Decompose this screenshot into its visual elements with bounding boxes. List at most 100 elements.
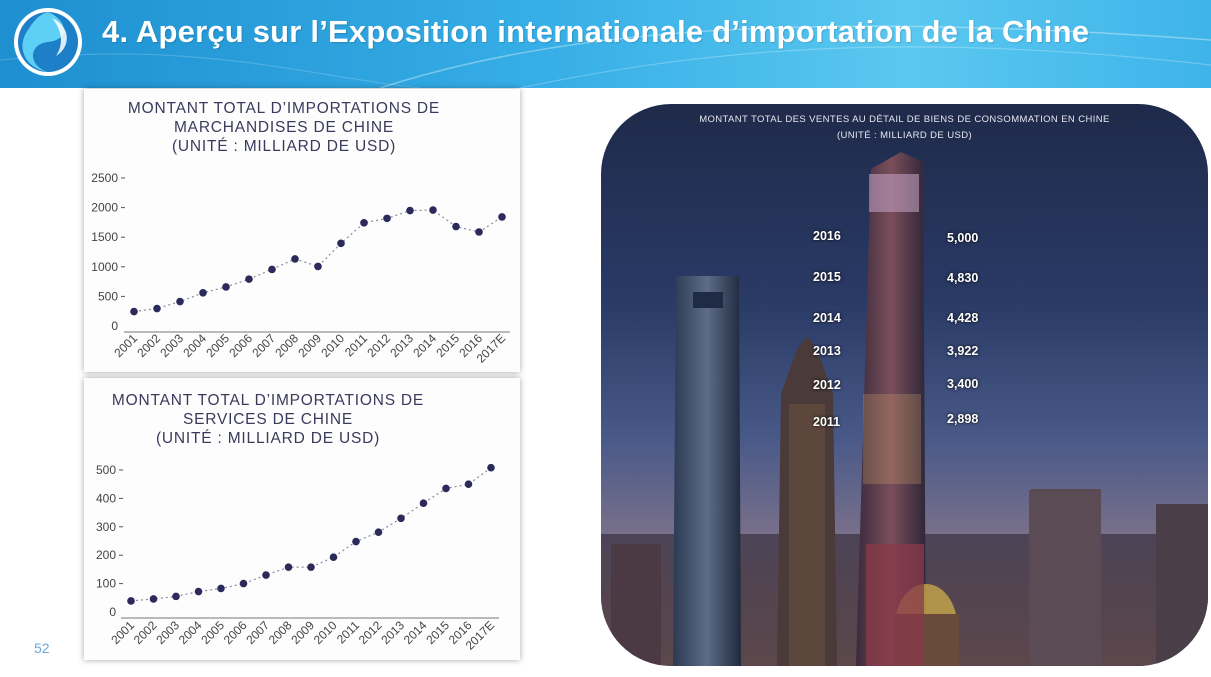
page-title: 4. Aperçu sur l’Exposition international…	[102, 14, 1090, 49]
data-point	[239, 579, 248, 588]
merchandise-imports-chart: MONTANT TOTAL D’IMPORTATIONS DE MARCHAND…	[84, 89, 520, 372]
y-tick-label: 0	[111, 319, 118, 333]
data-point	[149, 595, 158, 603]
x-tick-label: 2007	[243, 618, 272, 647]
data-point	[194, 587, 203, 596]
retail-value-label: 4,830	[947, 271, 979, 285]
x-tick-label: 2005	[198, 618, 227, 647]
x-tick-label: 2014	[410, 331, 439, 360]
data-point	[127, 597, 135, 605]
retail-year-label: 2016	[813, 229, 841, 243]
data-point	[397, 514, 405, 523]
line-plot: 0 500 1000 1500 2000 2500 20012002200320042005…	[91, 171, 510, 366]
x-tick-label: 2004	[176, 618, 205, 647]
data-point	[406, 206, 414, 215]
x-tick-label: 2004	[180, 331, 209, 360]
y-tick-label: 500	[96, 463, 116, 477]
retail-chart-title: MONTANT TOTAL DES VENTES AU DÉTAIL DE BI…	[699, 114, 1110, 125]
x-tick-label: 2009	[295, 331, 324, 360]
data-point	[262, 571, 270, 579]
data-point	[268, 265, 276, 274]
retail-year-label: 2015	[813, 270, 841, 284]
chart-title: MONTANT TOTAL D’IMPORTATIONS DE SERVICES…	[50, 391, 486, 448]
data-point	[222, 283, 230, 291]
data-point	[352, 537, 360, 546]
retail-value-label: 5,000	[947, 231, 979, 245]
retail-year-label: 2013	[813, 344, 841, 358]
x-tick-label: 2012	[356, 618, 385, 647]
x-tick-label: 2003	[157, 331, 186, 360]
x-tick-label: 2010	[311, 618, 340, 647]
data-point	[314, 262, 322, 271]
y-tick-label: 0	[109, 605, 116, 619]
data-point	[245, 275, 253, 283]
x-tick-label: 2006	[226, 331, 255, 360]
data-point	[176, 297, 184, 306]
data-point	[130, 307, 138, 316]
retail-value-label: 2,898	[947, 412, 979, 426]
retail-year-label: 2012	[813, 378, 841, 392]
data-point	[475, 228, 483, 236]
data-point	[307, 563, 315, 571]
data-point	[487, 463, 495, 472]
retail-value-label: 3,400	[947, 377, 979, 391]
chart-title-line: MONTANT TOTAL D’IMPORTATIONS DE	[127, 100, 441, 117]
y-tick-label: 2000	[91, 201, 118, 215]
data-point	[153, 304, 161, 313]
y-tick-label: 400	[96, 491, 116, 505]
x-tick-label: 2002	[131, 618, 160, 647]
services-imports-chart: MONTANT TOTAL D’IMPORTATIONS DE SERVICES…	[84, 378, 520, 660]
shanghai-skyline-photo: MONTANT TOTAL DES VENTES AU DÉTAIL DE BI…	[601, 104, 1208, 666]
x-tick-label: 2011	[334, 618, 362, 646]
skyline-illustration	[601, 152, 1208, 666]
retail-year-label: 2011	[813, 415, 841, 429]
data-point	[199, 288, 207, 297]
chart-title-line: (UNITÉ : MILLIARD DE USD)	[171, 138, 397, 155]
x-tick-label: 2011	[342, 331, 370, 359]
x-tick-label: 2001	[111, 331, 140, 360]
retail-value-label: 3,922	[947, 344, 979, 358]
x-tick-label: 2014	[401, 618, 430, 647]
data-point	[498, 213, 506, 221]
chart-title-line: SERVICES DE CHINE	[182, 411, 354, 428]
y-tick-label: 1500	[91, 230, 118, 244]
y-tick-label: 2500	[91, 171, 118, 185]
chart-title-line: MARCHANDISES DE CHINE	[173, 119, 395, 136]
series-line	[130, 467, 492, 602]
page-number: 52	[34, 640, 50, 656]
data-point	[172, 592, 180, 601]
x-tick-label: 2015	[433, 331, 462, 360]
x-tick-label: 2013	[387, 331, 416, 360]
x-tick-label: 2005	[203, 331, 232, 360]
data-point	[419, 499, 428, 508]
header-banner: 4. Aperçu sur l’Exposition international…	[0, 0, 1211, 88]
x-tick-label: 2006	[221, 618, 250, 647]
line-plot: 0 100 200 300 400 500 200120022003200420052006…	[96, 463, 499, 653]
data-point	[217, 584, 225, 593]
data-point	[360, 219, 368, 227]
retail-value-label: 4,428	[947, 311, 979, 325]
y-tick-label: 300	[96, 520, 116, 534]
chart-title-line: MONTANT TOTAL D’IMPORTATIONS DE	[111, 392, 425, 409]
retail-chart-unit: (UNITÉ : MILLIARD DE USD)	[836, 130, 973, 141]
series-line	[133, 209, 503, 313]
retail-year-label: 2014	[813, 311, 841, 325]
x-tick-label: 2007	[249, 331, 278, 360]
x-tick-label: 2012	[364, 331, 393, 360]
data-point	[374, 528, 383, 536]
data-point	[383, 214, 391, 223]
data-point	[329, 553, 338, 561]
x-tick-label: 2015	[423, 618, 452, 647]
x-tick-label: 2010	[318, 331, 347, 360]
x-tick-label: 2009	[288, 618, 317, 647]
x-tick-label: 2002	[134, 331, 163, 360]
data-point	[337, 239, 345, 248]
x-tick-label: 2001	[108, 618, 137, 647]
logo-icon	[14, 8, 82, 76]
data-point	[284, 563, 293, 571]
data-point	[291, 255, 299, 263]
x-tick-label: 2013	[378, 618, 407, 647]
y-tick-label: 1000	[91, 260, 118, 274]
y-tick-label: 500	[98, 289, 118, 303]
data-point	[452, 222, 460, 231]
